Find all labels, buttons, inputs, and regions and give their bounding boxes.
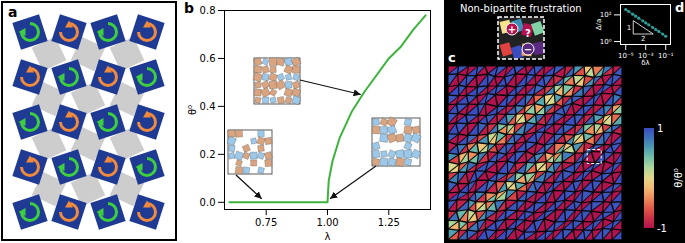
html-text:b: b bbox=[184, 0, 194, 16]
svg-text:0.0: 0.0 bbox=[200, 197, 216, 208]
svg-text:Δ/a: Δ/a bbox=[595, 19, 603, 30]
svg-text:θ⁰: θ⁰ bbox=[187, 105, 198, 115]
svg-text:0.8: 0.8 bbox=[200, 5, 216, 16]
svg-text:λ: λ bbox=[325, 231, 331, 242]
svg-text:10⁻⁵: 10⁻⁵ bbox=[618, 52, 634, 60]
svg-text:+: + bbox=[508, 24, 516, 35]
svg-text:0.75: 0.75 bbox=[255, 217, 277, 228]
svg-text:10²: 10² bbox=[600, 11, 612, 19]
svg-text:10⁻¹: 10⁻¹ bbox=[658, 52, 674, 60]
svg-text:θ/θ⁰: θ/θ⁰ bbox=[673, 168, 684, 188]
svg-text:-1: -1 bbox=[657, 223, 667, 234]
svg-text:2: 2 bbox=[641, 35, 645, 43]
svg-text:−: − bbox=[524, 44, 532, 55]
svg-text:1: 1 bbox=[657, 123, 663, 134]
svg-text:1: 1 bbox=[627, 24, 631, 32]
svg-text:10⁰: 10⁰ bbox=[600, 38, 612, 46]
svg-text:0.6: 0.6 bbox=[200, 53, 216, 64]
svg-text:10⁻³: 10⁻³ bbox=[638, 52, 654, 61]
svg-text:1.25: 1.25 bbox=[378, 217, 400, 228]
svg-text:Non-bipartite frustration: Non-bipartite frustration bbox=[460, 3, 582, 14]
svg-text:δλ: δλ bbox=[641, 59, 649, 67]
svg-text:0.4: 0.4 bbox=[200, 101, 216, 112]
svg-text:c: c bbox=[448, 50, 456, 65]
svg-text:a: a bbox=[8, 4, 17, 20]
html-text:d: d bbox=[675, 0, 685, 15]
svg-text:0.2: 0.2 bbox=[200, 149, 216, 160]
svg-text:1.00: 1.00 bbox=[316, 217, 338, 228]
svg-text:?: ? bbox=[525, 28, 531, 39]
